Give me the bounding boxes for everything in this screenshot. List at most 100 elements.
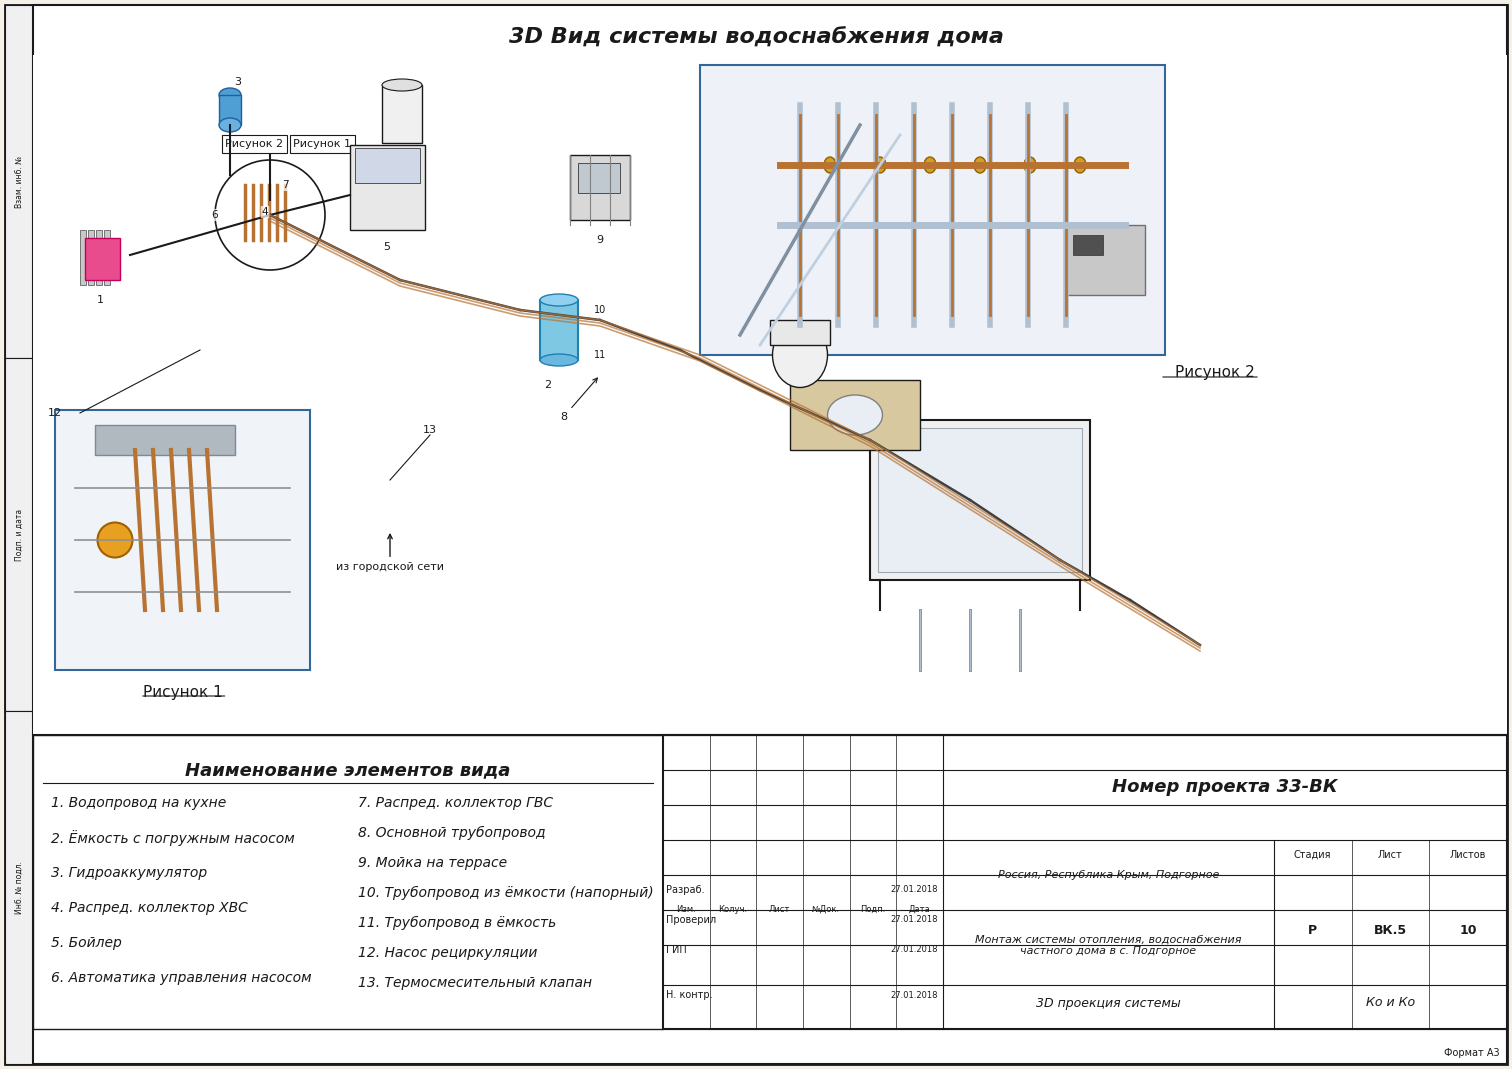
- Bar: [104, 230, 110, 285]
- Text: Подп.: Подп.: [860, 904, 886, 914]
- Text: 10: 10: [1459, 924, 1477, 936]
- Text: Лист: Лист: [1377, 850, 1403, 859]
- Text: 5: 5: [384, 242, 390, 252]
- Ellipse shape: [874, 157, 886, 173]
- Bar: [662, 735, 1507, 1029]
- Text: 3D проекция системы: 3D проекция системы: [1036, 996, 1181, 1009]
- Bar: [570, 155, 631, 220]
- Text: из городской сети: из городской сети: [336, 534, 445, 572]
- Bar: [5, 5, 33, 358]
- Text: 7. Распред. коллектор ГВС: 7. Распред. коллектор ГВС: [358, 796, 553, 810]
- Bar: [219, 95, 240, 125]
- Bar: [290, 135, 355, 153]
- Bar: [222, 135, 287, 153]
- Text: Рисунок 1: Рисунок 1: [293, 139, 351, 149]
- Text: Проверил: Проверил: [665, 915, 717, 925]
- Ellipse shape: [827, 396, 883, 435]
- Text: 12. Насос рециркуляции: 12. Насос рециркуляции: [358, 946, 537, 960]
- Ellipse shape: [219, 88, 240, 102]
- Bar: [54, 410, 310, 670]
- Bar: [5, 5, 33, 1064]
- Bar: [700, 65, 1166, 355]
- Text: Р: Р: [1308, 924, 1317, 936]
- Text: 1: 1: [97, 295, 103, 305]
- Text: 12: 12: [48, 408, 62, 418]
- Ellipse shape: [383, 79, 422, 91]
- Text: 7: 7: [281, 180, 289, 190]
- Text: Стадия: Стадия: [1294, 850, 1332, 859]
- Text: Колуч.: Колуч.: [718, 904, 747, 914]
- Text: 4. Распред. коллектор ХВС: 4. Распред. коллектор ХВС: [51, 901, 248, 915]
- Bar: [33, 735, 662, 1029]
- Ellipse shape: [219, 118, 240, 131]
- Text: 27.01.2018: 27.01.2018: [891, 991, 937, 1000]
- Bar: [355, 148, 420, 183]
- Text: Изм.: Изм.: [676, 904, 696, 914]
- Text: 9: 9: [596, 235, 603, 245]
- Bar: [869, 420, 1090, 580]
- Bar: [1064, 224, 1145, 295]
- Text: Рисунок 2: Рисунок 2: [1175, 366, 1255, 381]
- Text: Формат А3: Формат А3: [1444, 1048, 1500, 1058]
- Text: Дата: Дата: [909, 904, 930, 914]
- Bar: [5, 358, 33, 711]
- Text: 13. Термосмесительный клапан: 13. Термосмесительный клапан: [358, 976, 593, 990]
- Text: 4: 4: [262, 207, 268, 217]
- Ellipse shape: [1074, 157, 1086, 173]
- Ellipse shape: [1024, 157, 1036, 173]
- Bar: [85, 238, 119, 280]
- Text: 11: 11: [594, 350, 606, 360]
- Text: Наименование элементов вида: Наименование элементов вида: [186, 761, 511, 779]
- Text: 9. Мойка на террасе: 9. Мойка на террасе: [358, 856, 507, 870]
- Text: Рисунок 2: Рисунок 2: [225, 139, 283, 149]
- Bar: [80, 230, 86, 285]
- Bar: [88, 230, 94, 285]
- Bar: [878, 428, 1083, 572]
- Text: 1. Водопровод на кухне: 1. Водопровод на кухне: [51, 796, 227, 810]
- Ellipse shape: [97, 523, 133, 558]
- Ellipse shape: [974, 157, 986, 173]
- Text: Листов: Листов: [1450, 850, 1486, 859]
- Text: Инб. № подл.: Инб. № подл.: [15, 861, 24, 914]
- Bar: [540, 300, 578, 360]
- Text: Взам. инб. №: Взам. инб. №: [15, 155, 24, 207]
- Text: Разраб.: Разраб.: [665, 885, 705, 895]
- Ellipse shape: [773, 323, 827, 387]
- Text: 5. Бойлер: 5. Бойлер: [51, 936, 122, 950]
- Text: 13: 13: [423, 425, 437, 435]
- Ellipse shape: [824, 157, 836, 173]
- Bar: [1074, 235, 1102, 255]
- Text: 27.01.2018: 27.01.2018: [891, 915, 937, 925]
- Text: 2. Ёмкость с погружным насосом: 2. Ёмкость с погружным насосом: [51, 830, 295, 846]
- Ellipse shape: [540, 354, 578, 366]
- Bar: [95, 425, 234, 455]
- Text: 11. Трубопровод в ёмкость: 11. Трубопровод в ёмкость: [358, 916, 556, 930]
- Bar: [349, 145, 425, 230]
- Bar: [383, 86, 422, 143]
- Text: 3. Гидроаккумулятор: 3. Гидроаккумулятор: [51, 866, 207, 880]
- Text: 8: 8: [559, 378, 597, 422]
- Text: Номер проекта 33-ВК: Номер проекта 33-ВК: [1113, 778, 1338, 796]
- Text: Лист: Лист: [770, 904, 791, 914]
- Bar: [33, 55, 1507, 735]
- Text: №Док.: №Док.: [812, 904, 841, 914]
- Text: 3D Вид системы водоснабжения дома: 3D Вид системы водоснабжения дома: [508, 28, 1004, 48]
- Text: Монтаж системы отопления, водоснабжения
частного дома в с. Подгорное: Монтаж системы отопления, водоснабжения …: [975, 934, 1241, 956]
- Text: Н. контр.: Н. контр.: [665, 990, 712, 1000]
- Text: 8. Основной трубопровод: 8. Основной трубопровод: [358, 826, 546, 840]
- Text: 10: 10: [594, 305, 606, 315]
- Ellipse shape: [540, 294, 578, 306]
- Text: 10. Трубопровод из ёмкости (напорный): 10. Трубопровод из ёмкости (напорный): [358, 886, 653, 900]
- Ellipse shape: [924, 157, 936, 173]
- Text: Россия, Республика Крым, Подгорное: Россия, Республика Крым, Подгорное: [998, 870, 1219, 880]
- Text: 2: 2: [544, 379, 552, 390]
- Text: 6: 6: [212, 210, 218, 220]
- Bar: [95, 230, 101, 285]
- Text: ГИП: ГИП: [665, 945, 686, 955]
- Bar: [770, 320, 830, 345]
- Text: 6. Автоматика управления насосом: 6. Автоматика управления насосом: [51, 971, 311, 985]
- Text: ВК.5: ВК.5: [1374, 924, 1408, 936]
- Text: Рисунок 1: Рисунок 1: [142, 684, 222, 699]
- Text: 27.01.2018: 27.01.2018: [891, 945, 937, 955]
- Text: 27.01.2018: 27.01.2018: [891, 885, 937, 895]
